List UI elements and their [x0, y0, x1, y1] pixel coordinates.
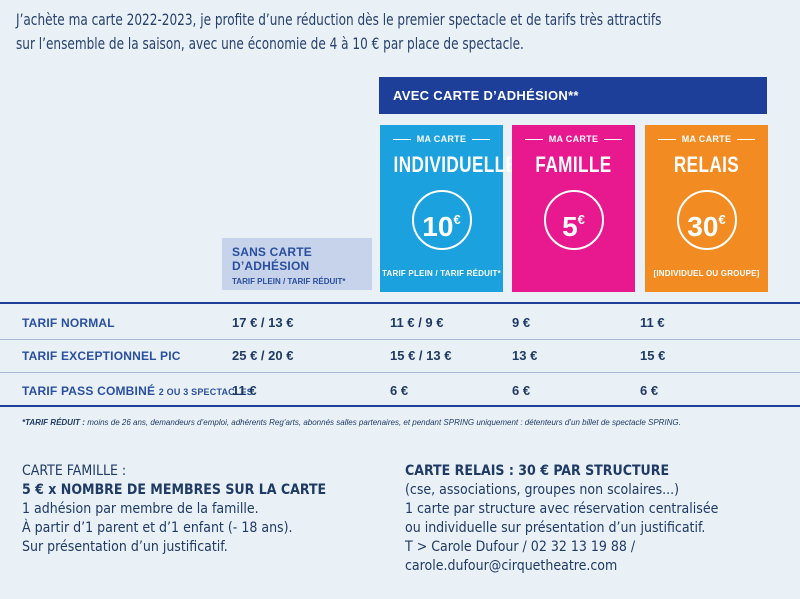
cell-pass-sans: 11 € [232, 383, 257, 398]
card-relais-name: RELAIS [673, 152, 740, 177]
card-relais-top: MA CARTE [645, 134, 768, 144]
card-famille-name: FAMILLE [535, 152, 612, 177]
cell-pass-individuelle: 6 € [390, 383, 409, 398]
card-individuelle: MA CARTE INDIVIDUELLE 10€ TARIF PLEIN / … [380, 125, 518, 292]
intro-text: J’achète ma carte 2022-2023, je profite … [16, 8, 789, 56]
relais-info: CARTE RELAIS : 30 € PAR STRUCTURE (cse, … [405, 462, 718, 576]
card-famille-price: 5 [562, 211, 578, 242]
card-famille-price-circle: 5€ [543, 190, 604, 250]
famille-info: CARTE FAMILLE : 5 € x NOMBRE DE MEMBRES … [22, 462, 326, 557]
row-label-normal-text: TARIF NORMAL [22, 316, 115, 330]
relais-line-1: (cse, associations, groupes non scolaire… [405, 482, 680, 498]
cell-exceptionnel-individuelle: 15 € / 13 € [390, 348, 452, 363]
without-card-subtitle: TARIF PLEIN / TARIF RÉDUIT* [232, 277, 346, 286]
row-label-pass-text: TARIF PASS COMBINÉ [22, 384, 156, 398]
cell-normal-individuelle: 11 € / 9 € [390, 315, 444, 330]
card-individuelle-name: INDIVIDUELLE [393, 152, 518, 177]
card-famille: MA CARTE FAMILLE 5€ [512, 125, 635, 292]
footnote-label: *TARIF RÉDUIT : [22, 418, 85, 427]
table-bottom-rule [0, 405, 800, 407]
relais-line-2: 1 carte par structure avec réservation c… [405, 501, 719, 517]
famille-formula: 5 € x NOMBRE DE MEMBRES SUR LA CARTE [22, 482, 327, 498]
card-individuelle-price-circle: 10€ [411, 190, 472, 250]
row-divider [0, 372, 800, 373]
intro-line-1: J’achète ma carte 2022-2023, je profite … [16, 10, 662, 29]
relais-heading: CARTE RELAIS : 30 € PAR STRUCTURE [405, 463, 670, 479]
card-individuelle-currency: € [453, 212, 461, 227]
row-label-normal: TARIF NORMAL [22, 316, 115, 330]
cell-pass-relais: 6 € [640, 383, 659, 398]
cell-pass-famille: 6 € [512, 383, 531, 398]
famille-line-3: Sur présentation d’un justificatif. [22, 539, 228, 555]
row-label-exceptionnel: TARIF EXCEPTIONNEL PIC [22, 349, 181, 363]
cell-normal-famille: 9 € [512, 315, 531, 330]
card-individuelle-price: 10 [422, 211, 454, 242]
card-individuelle-footer: TARIF PLEIN / TARIF RÉDUIT* [382, 269, 501, 278]
cell-exceptionnel-sans: 25 € / 20 € [232, 348, 294, 363]
card-relais-footer: [INDIVIDUEL OU GROUPE] [653, 269, 760, 278]
famille-line-2: À partir d’1 parent et d’1 enfant (- 18 … [22, 520, 293, 536]
relais-line-4: T > Carole Dufour / 02 32 13 19 88 / [405, 539, 636, 555]
cell-normal-sans: 17 € / 13 € [232, 315, 294, 330]
card-relais-currency: € [718, 212, 726, 227]
card-individuelle-top: MA CARTE [380, 134, 503, 144]
relais-email[interactable]: carole.dufour@cirquetheatre.com [405, 558, 618, 574]
card-relais-price: 30 [687, 211, 719, 242]
card-famille-currency: € [577, 212, 585, 227]
row-label-pass: TARIF PASS COMBINÉ 2 OU 3 SPECTACLES [22, 384, 253, 398]
card-relais: MA CARTE RELAIS 30€ [INDIVIDUEL OU GROUP… [645, 125, 768, 292]
footnote: *TARIF RÉDUIT : moins de 26 ans, demande… [22, 418, 681, 427]
cell-exceptionnel-famille: 13 € [512, 348, 538, 363]
table-top-rule [0, 302, 800, 304]
row-label-exceptionnel-text: TARIF EXCEPTIONNEL PIC [22, 349, 181, 363]
famille-line-1: 1 adhésion par membre de la famille. [22, 501, 259, 517]
intro-line-2: sur l’ensemble de la saison, avec une éc… [16, 34, 524, 53]
famille-heading: CARTE FAMILLE : [22, 463, 127, 479]
row-divider [0, 339, 800, 340]
card-famille-top: MA CARTE [512, 134, 635, 144]
card-relais-price-circle: 30€ [676, 190, 737, 250]
cell-normal-relais: 11 € [640, 315, 665, 330]
with-card-header: AVEC CARTE D’ADHÉSION** [379, 77, 767, 114]
footnote-text: moins de 26 ans, demandeurs d’emploi, ad… [87, 418, 681, 427]
row-label-pass-small: 2 OU 3 SPECTACLES [158, 387, 253, 397]
cell-exceptionnel-relais: 15 € [640, 348, 666, 363]
without-card-header: SANS CARTE D’ADHÉSION TARIF PLEIN / TARI… [222, 238, 372, 290]
relais-line-3: ou individuelle sur présentation d’un ju… [405, 520, 706, 536]
without-card-title: SANS CARTE D’ADHÉSION [232, 245, 313, 273]
